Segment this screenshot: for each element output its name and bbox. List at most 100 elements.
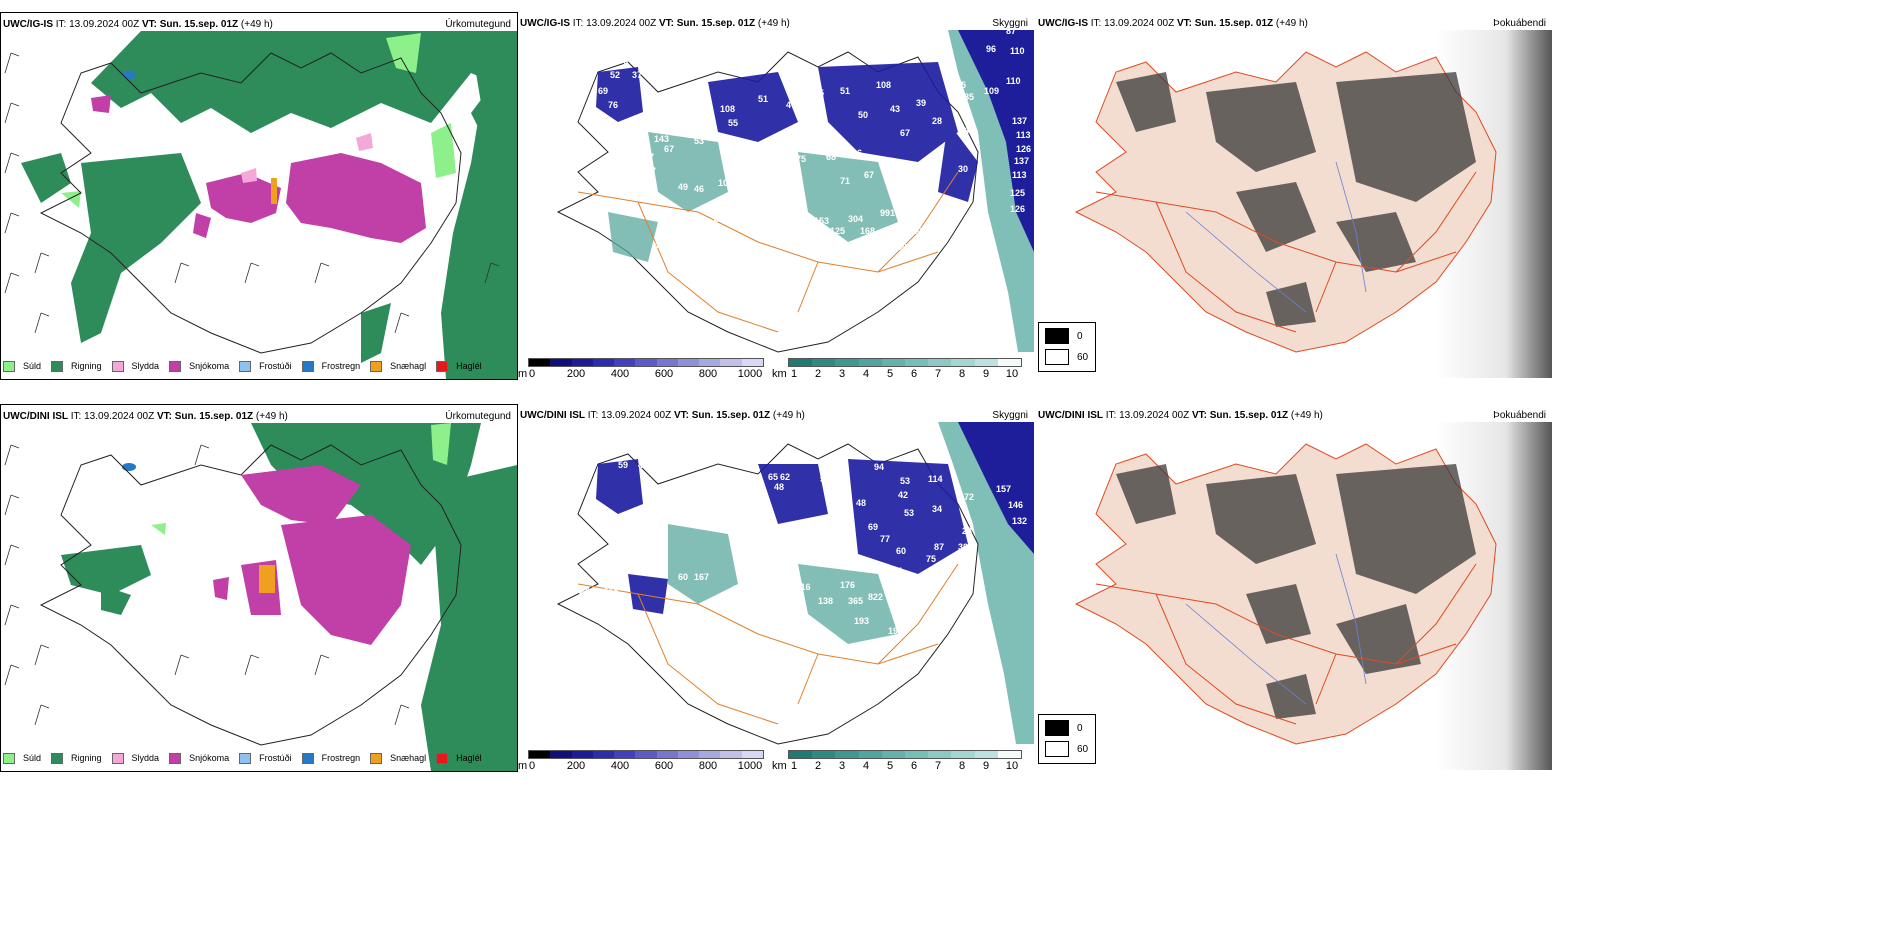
ceiling-unit: m — [518, 760, 528, 770]
ceiling-label: 189 — [770, 562, 785, 572]
ceiling-label: 991 — [880, 208, 895, 218]
visibility-tick: 3 — [838, 760, 846, 770]
precip-freezing-rain-area — [122, 71, 136, 79]
panel-precip-type-dini-model: UWC/DINI ISL IT: 13.09.2024 00Z VT: Sun.… — [0, 404, 518, 772]
ceiling-label: 137 — [1012, 116, 1027, 126]
ceiling-colorbar-swatches — [528, 358, 764, 367]
ceiling-label: 153 — [814, 216, 829, 226]
ceiling-label: 27 — [728, 664, 738, 674]
legend-item-freezing-rain: Frostregn — [301, 360, 360, 372]
ceiling-label: 77 — [648, 542, 658, 552]
precip-rain-area — [61, 423, 517, 771]
ceiling-label: 87 — [644, 152, 654, 162]
ceiling-label: 51 — [820, 474, 830, 484]
precip-type-legend: Súld Rigning Slydda Snjókoma Frostúði Fr… — [3, 749, 492, 767]
ceiling-label: 51 — [758, 94, 768, 104]
precip-freezing-rain-area — [122, 463, 136, 471]
ceiling-label: 67 — [664, 144, 674, 154]
ceiling-label: 197 — [908, 588, 923, 598]
model-name: UWC/DINI ISL — [1038, 410, 1103, 421]
ceiling-label: 34 — [932, 504, 942, 514]
valid-time: VT: Sun. 15.sep. 01Z — [1191, 410, 1289, 421]
ceiling-label: 68 — [668, 488, 678, 498]
visibility-tick: 4 — [862, 368, 870, 378]
ceiling-label: 68 — [826, 152, 836, 162]
ceiling-label: 110 — [1006, 76, 1021, 86]
ceiling-label: 288 — [754, 290, 769, 300]
lead-time: (+49 h) — [757, 18, 790, 29]
ceiling-label: 77 — [880, 534, 890, 544]
visibility-colorbar: km 1 2 3 4 5 6 7 8 9 10 — [772, 748, 1032, 770]
ceiling-label: 50 — [858, 110, 868, 120]
ceiling-label: 87 — [934, 542, 944, 552]
init-time: IT: 13.09.2024 00Z — [70, 411, 155, 422]
model-name: UWC/DINI ISL — [520, 410, 585, 421]
valid-time: VT: Sun. 15.sep. 01Z — [141, 19, 239, 30]
visibility-colorbar-swatches — [788, 750, 1022, 759]
ceiling-label: 113 — [1016, 130, 1031, 140]
ceiling-tick: 400 — [610, 368, 630, 378]
ceiling-colorbar-swatches — [528, 750, 764, 759]
ceiling-label: 87 — [646, 166, 656, 176]
visibility-unit: km — [772, 368, 787, 378]
ceiling-label: 39 — [916, 98, 926, 108]
ceiling-label: 94 — [874, 462, 884, 472]
ceiling-label: 65 — [768, 472, 778, 482]
precip-snow-area — [91, 95, 426, 243]
ceiling-label: 178 — [910, 602, 925, 612]
lead-time: (+49 h) — [240, 19, 273, 30]
panel-title: Þokuábendi — [1493, 410, 1546, 421]
wind-barbs — [4, 52, 500, 334]
ceiling-labels: 76 52 37 69 76 63 105 143 87 67 87 53 10… — [598, 26, 1031, 336]
ceiling-label: 72 — [964, 492, 974, 502]
ceiling-label: 30 — [958, 164, 968, 174]
visibility-tick: 1 — [790, 368, 798, 378]
ceiling-tick: 200 — [566, 760, 586, 770]
ceiling-tick: 1000 — [737, 760, 763, 770]
ceiling-label: 44 — [788, 134, 798, 144]
ceiling-label: 53 — [748, 226, 758, 236]
model-name: UWC/IG-IS — [1038, 18, 1088, 29]
ceiling-label: 53 — [694, 136, 704, 146]
road-network — [577, 171, 959, 333]
ceiling-label: 69 — [598, 86, 608, 96]
ceiling-label: 87 — [1006, 26, 1016, 36]
ceiling-label: 62 — [780, 472, 790, 482]
panel-title: Úrkomutegund — [445, 411, 511, 422]
visibility-tick: 3 — [838, 368, 846, 378]
ceiling-label: 126 — [1010, 204, 1025, 214]
visibility-tick: 7 — [934, 368, 942, 378]
visibility-map: 76 52 37 69 76 63 105 143 87 67 87 53 10… — [556, 26, 1034, 353]
ceiling-label: 304 — [848, 214, 863, 224]
wind-barbs — [4, 444, 410, 726]
ceiling-label: 30 — [958, 542, 968, 552]
ceiling-unit: m — [518, 368, 528, 378]
ceiling-label: 150 — [892, 242, 907, 252]
visibility-tick: 2 — [814, 368, 822, 378]
ceiling-label: 167 — [694, 572, 709, 582]
ceiling-tick: 400 — [610, 760, 630, 770]
ceiling-label: 72 — [714, 602, 724, 612]
precip-type-legend: Súld Rigning Slydda Snjókoma Frostúði Fr… — [3, 357, 492, 375]
moderate-visibility-areas — [668, 524, 898, 644]
ceiling-label: 125 — [830, 226, 845, 236]
ceiling-label: 168 — [860, 226, 875, 236]
legend-item-sleet: Slydda — [111, 360, 159, 372]
fog-legend-light: 60 — [1045, 349, 1095, 365]
panel-visibility-iceland-model: 76 52 37 69 76 63 105 143 87 67 87 53 10… — [518, 12, 1034, 378]
valid-time: VT: Sun. 15.sep. 01Z — [658, 18, 756, 29]
panel-title: Úrkomutegund — [445, 19, 511, 30]
model-name: UWC/IG-IS — [3, 19, 53, 30]
ceiling-label: 53 — [904, 508, 914, 518]
panel-fog-index-dini-model: UWC/DINI ISL IT: 13.09.2024 00Z VT: Sun.… — [1036, 404, 1552, 770]
ceiling-label: 31 — [654, 260, 664, 270]
precip-snow-area — [213, 465, 411, 645]
visibility-tick: 2 — [814, 760, 822, 770]
ceiling-label: 146 — [1008, 500, 1023, 510]
fog-legend-light: 60 — [1045, 741, 1095, 757]
ceiling-label: 48 — [774, 482, 784, 492]
moderate-visibility-areas — [608, 132, 898, 262]
ceiling-label: 28 — [962, 526, 972, 536]
ceiling-colorbar: m 0 200 400 600 800 1000 — [518, 356, 770, 378]
ceiling-label: 100 — [912, 226, 927, 236]
